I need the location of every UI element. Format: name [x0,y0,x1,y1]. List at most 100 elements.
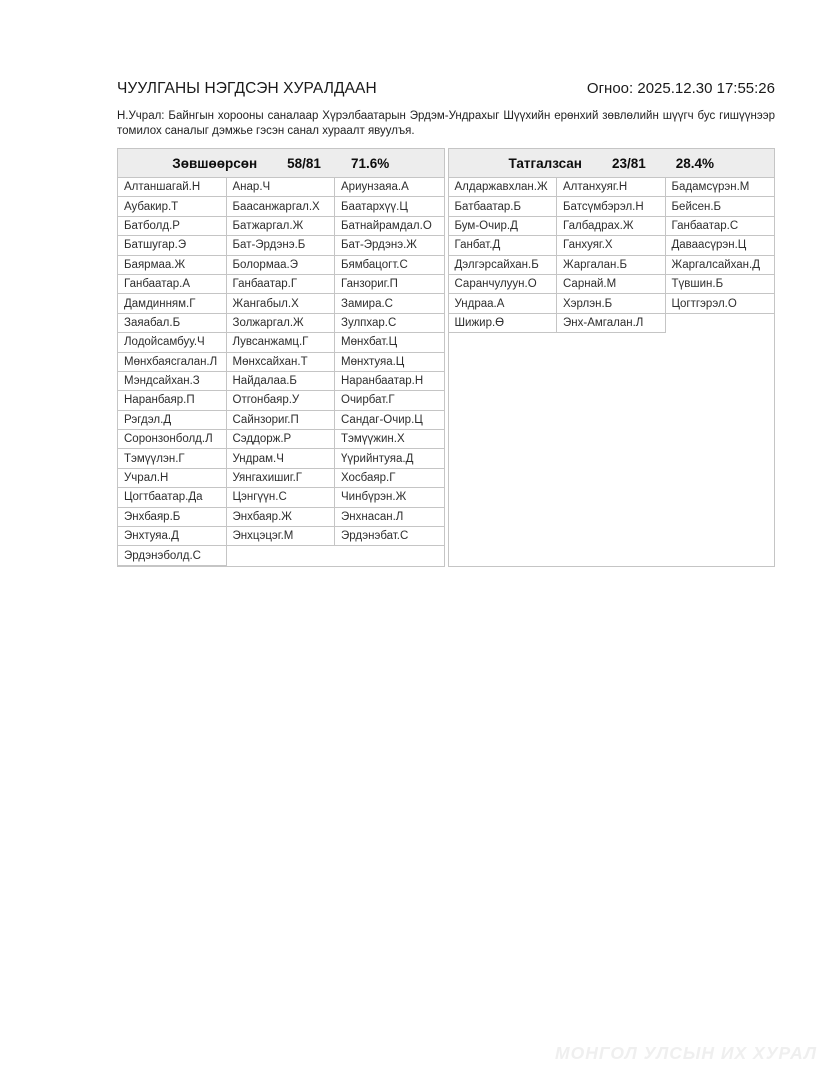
rejected-label: Татгалзсан [508,155,582,171]
approved-count: 58/81 [287,155,321,171]
name-cell: Очирбат.Г [335,391,444,411]
name-cell: Баасанжаргал.Х [226,197,335,217]
name-cell: Чинбүрэн.Ж [335,488,444,508]
name-cell: Лувсанжамц.Г [226,333,335,353]
name-cell: Мөнхбат.Ц [335,333,444,353]
name-cell: Түвшин.Б [665,275,774,295]
name-cell: Цэнгүүн.С [226,488,335,508]
name-cell: Ганбаатар.Г [226,274,335,295]
name-cell: Энхнасан.Л [335,508,444,528]
rejected-names-grid: Алдаржавхлан.Ж Алтанхуяг.Н Бадамсүрэн.М Бат… [448,178,774,334]
name-cell: Отгонбаяр.У [226,391,335,411]
name-cell: Ганбаатар.А [118,274,227,295]
name-cell: Анар.Ч [226,178,335,198]
rejected-count: 23/81 [611,155,646,171]
titlebar: ЧУУЛГАНЫ НЭГДСЭН ХУРАЛДААН Огноо: 2025.1… [117,80,775,98]
name-cell: Аубакир.Т [118,197,227,217]
approved-names-grid: Алтаншагай.Н Анар.Ч Ариунзаяа.А Аубакир.Т Ба… [118,178,444,566]
name-cell: Сэддорж.Р [226,430,335,450]
name-cell: Тэмүүжин.Х [335,430,444,450]
name-cell: Бадамсүрэн.М [665,178,774,198]
session-datetime: Огноо: 2025.12.30 17:55:26 [586,80,775,97]
name-cell: Ундрам.Ч [226,449,335,469]
name-cell: Ариунзаяа.А [335,178,444,198]
name-cell: Баярмаа.Ж [118,255,227,275]
name-cell: Мэндсайхан.З [118,371,227,392]
name-cell: Энхцэцэг.М [226,527,335,547]
name-cell: Баатархүү.Ц [335,197,444,217]
parliament-watermark: МОНГОЛ УЛСЫН ИХ ХУРАЛ [555,1043,817,1063]
name-cell: Сайнзориг.П [226,410,335,431]
content-area: ЧУУЛГАНЫ НЭГДСЭН ХУРАЛДААН Огноо: 2025.1… [117,80,775,567]
name-cell: Батбаатар.Б [448,197,557,217]
name-cell: Сарнай.М [557,274,666,295]
name-cell: Эрдэнэбат.С [335,527,444,547]
name-cell: Эрдэнэболд.С [118,546,227,566]
name-cell: Бум-Очир.Д [448,216,557,237]
name-cell: Галбадрах.Ж [557,216,666,237]
name-cell: Заяабал.Б [118,313,227,334]
name-cell: Ганзориг.П [335,275,444,295]
name-cell: Ганбат.Д [448,236,557,256]
name-cell: Хосбаяр.Г [335,469,444,489]
name-cell: Мөнхбаясгалан.Л [118,352,227,372]
name-cell: Энхбаяр.Б [118,507,227,528]
name-cell: Бямбацогт.С [335,256,444,275]
name-cell: Шижир.Ө [448,313,557,334]
name-cell: Жаргалсайхан.Д [665,256,774,275]
name-cell: Соронзонболд.Л [118,430,227,450]
name-cell: Ганбаатар.С [665,217,774,237]
page-title: ЧУУЛГАНЫ НЭГДСЭН ХУРАЛДААН [117,80,377,97]
name-cell: Лодойсамбуу.Ч [118,333,227,353]
name-cell: Цогтбаатар.Да [118,488,227,508]
name-cell: Үүрийнтуяа.Д [335,449,444,469]
name-cell: Батсүмбэрэл.Н [557,197,666,217]
name-cell: Бат-Эрдэнэ.Ж [335,236,444,256]
name-cell: Хэрлэн.Б [557,294,666,314]
name-cell: Дамдинням.Г [118,294,227,314]
name-cell: Наранбаяр.П [118,391,227,411]
name-cell: Батболд.Р [118,216,227,237]
name-cell: Жангабыл.Х [226,294,335,314]
vote-result-panels: Зөвшөөрсөн 58/81 71.6% Алтаншагай.Н Анар.… [117,148,775,567]
vote-panel-approved: Зөвшөөрсөн 58/81 71.6% Алтаншагай.Н Анар.… [117,148,445,567]
name-cell: Тэмүүлэн.Г [118,449,227,469]
name-cell: Сандаг-Очир.Ц [335,411,444,431]
name-cell: Рэгдэл.Д [118,410,227,431]
approved-label: Зөвшөөрсөн [172,155,258,171]
vote-panel-rejected: Татгалзсан 23/81 28.4% Алдаржавхлан.Ж Алт… [447,148,775,567]
name-cell: Алтаншагай.Н [118,178,227,198]
name-cell: Замира.С [335,294,444,314]
name-cell: Мөнхсайхан.Т [226,352,335,372]
vote-question-text: Н.Учрал: Байнгын хорооны саналаар Хүрэлб… [117,110,775,137]
name-cell: Учрал.Н [118,468,227,489]
name-cell: Бейсен.Б [665,197,774,217]
name-cell: Цогтгэрэл.О [665,294,774,314]
name-cell: Батнайрамдал.О [335,217,444,237]
name-cell: Наранбаатар.Н [335,372,444,392]
name-cell: Найдалаа.Б [226,371,335,392]
name-cell: Болормаа.Э [226,255,335,275]
approved-panel-header: Зөвшөөрсөн 58/81 71.6% [118,149,444,178]
name-cell: Дэлгэрсайхан.Б [448,255,557,275]
name-cell: Мөнхтуяа.Ц [335,353,444,372]
name-cell: Энх-Амгалан.Л [557,313,666,334]
name-cell: Батжаргал.Ж [226,216,335,237]
name-cell: Бат-Эрдэнэ.Б [226,236,335,256]
name-cell: Золжаргал.Ж [226,313,335,334]
name-cell: Энхтуяа.Д [118,527,227,547]
name-cell: Батшугар.Э [118,236,227,256]
name-cell: Алтанхуяг.Н [557,178,666,198]
rejected-percent: 28.4% [675,155,715,171]
name-cell: Жаргалан.Б [557,255,666,275]
name-cell: Зулпхар.С [335,314,444,334]
name-cell: Уянгахишиг.Г [226,468,335,489]
name-cell: Ундраа.А [448,294,557,314]
name-cell: Алдаржавхлан.Ж [448,178,557,198]
name-cell: Саранчулуун.О [448,274,557,295]
rejected-panel-header: Татгалзсан 23/81 28.4% [448,149,774,178]
approved-percent: 71.6% [350,155,390,171]
name-cell: Даваасүрэн.Ц [665,236,774,256]
name-cell: Ганхуяг.Х [557,236,666,256]
